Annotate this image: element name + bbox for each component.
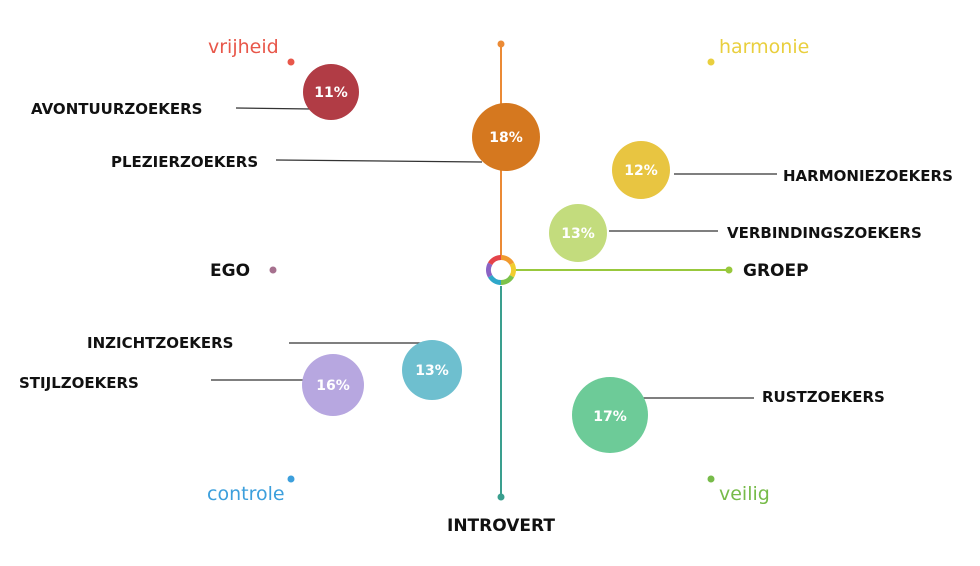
axis-label-ego: EGO bbox=[210, 261, 250, 281]
label-stijlzoekers: STIJLZOEKERS bbox=[19, 374, 139, 392]
bubble-rustzoekers bbox=[572, 377, 648, 453]
leader-avontuurzoekers bbox=[235, 107, 313, 110]
label-inzichtzoekers: INZICHTZOEKERS bbox=[87, 334, 233, 352]
pct-stijlzoekers: 16% bbox=[316, 378, 350, 394]
dot-bottom-axis bbox=[497, 493, 505, 501]
dot-left-axis bbox=[269, 266, 277, 274]
bubble-avontuurzoekers bbox=[303, 64, 359, 120]
dot-top-left bbox=[287, 58, 295, 66]
bubble-plezierzoekers bbox=[472, 103, 540, 171]
corner-label-veilig: veilig bbox=[719, 483, 770, 505]
pct-inzichtzoekers: 13% bbox=[415, 363, 449, 379]
label-avontuurzoekers: AVONTUURZOEKERS bbox=[31, 100, 202, 118]
corner-label-controle: controle bbox=[207, 483, 285, 505]
dot-bottom-right bbox=[707, 475, 715, 483]
label-verbindingszoekers: VERBINDINGSZOEKERS bbox=[727, 224, 922, 242]
pct-rustzoekers: 17% bbox=[593, 409, 627, 425]
pct-plezierzoekers: 18% bbox=[489, 130, 523, 146]
pct-verbindingszoekers: 13% bbox=[561, 226, 595, 242]
dot-bottom-left bbox=[287, 475, 295, 483]
color-wheel-icon bbox=[485, 255, 517, 286]
bubble-inzichtzoekers bbox=[402, 340, 462, 400]
label-harmoniezoekers: HARMONIEZOEKERS bbox=[783, 167, 953, 185]
axis-label-groep: GROEP bbox=[743, 261, 809, 281]
dot-top-axis bbox=[497, 40, 505, 48]
dot-top-right bbox=[707, 58, 715, 66]
corner-label-vrijheid: vrijheid bbox=[208, 36, 279, 58]
bubble-stijlzoekers bbox=[302, 354, 364, 416]
axis-label-introvert: INTROVERT bbox=[447, 516, 555, 536]
leader-plezierzoekers bbox=[275, 159, 483, 163]
corner-label-harmonie: harmonie bbox=[719, 36, 809, 58]
bubble-verbindingszoekers bbox=[549, 204, 607, 262]
pct-harmoniezoekers: 12% bbox=[624, 163, 658, 179]
pct-avontuurzoekers: 11% bbox=[314, 85, 348, 101]
label-rustzoekers: RUSTZOEKERS bbox=[762, 388, 885, 406]
bubble-harmoniezoekers bbox=[612, 141, 670, 199]
label-plezierzoekers: PLEZIERZOEKERS bbox=[111, 153, 258, 171]
dot-right-axis bbox=[725, 266, 733, 274]
